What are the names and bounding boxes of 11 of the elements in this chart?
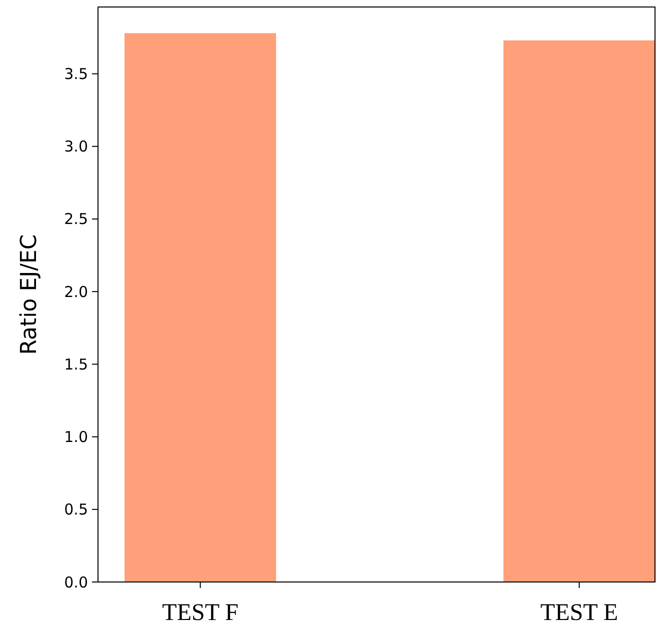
y-tick-label: 2.5 (64, 210, 88, 228)
y-axis-title: Ratio EJ/EC (17, 234, 42, 355)
y-tick-label: 0.5 (64, 500, 88, 519)
y-tick-label: 0.0 (64, 573, 88, 592)
y-tick-label: 1.5 (64, 355, 88, 374)
y-tick-label: 3.0 (64, 138, 88, 156)
x-tick-label: TEST E (540, 600, 618, 626)
x-tick-label: TEST F (162, 600, 238, 626)
y-tick-label: 3.5 (64, 65, 88, 84)
y-tick-label: 2.0 (64, 282, 88, 301)
y-tick-label: 1.0 (64, 428, 88, 446)
